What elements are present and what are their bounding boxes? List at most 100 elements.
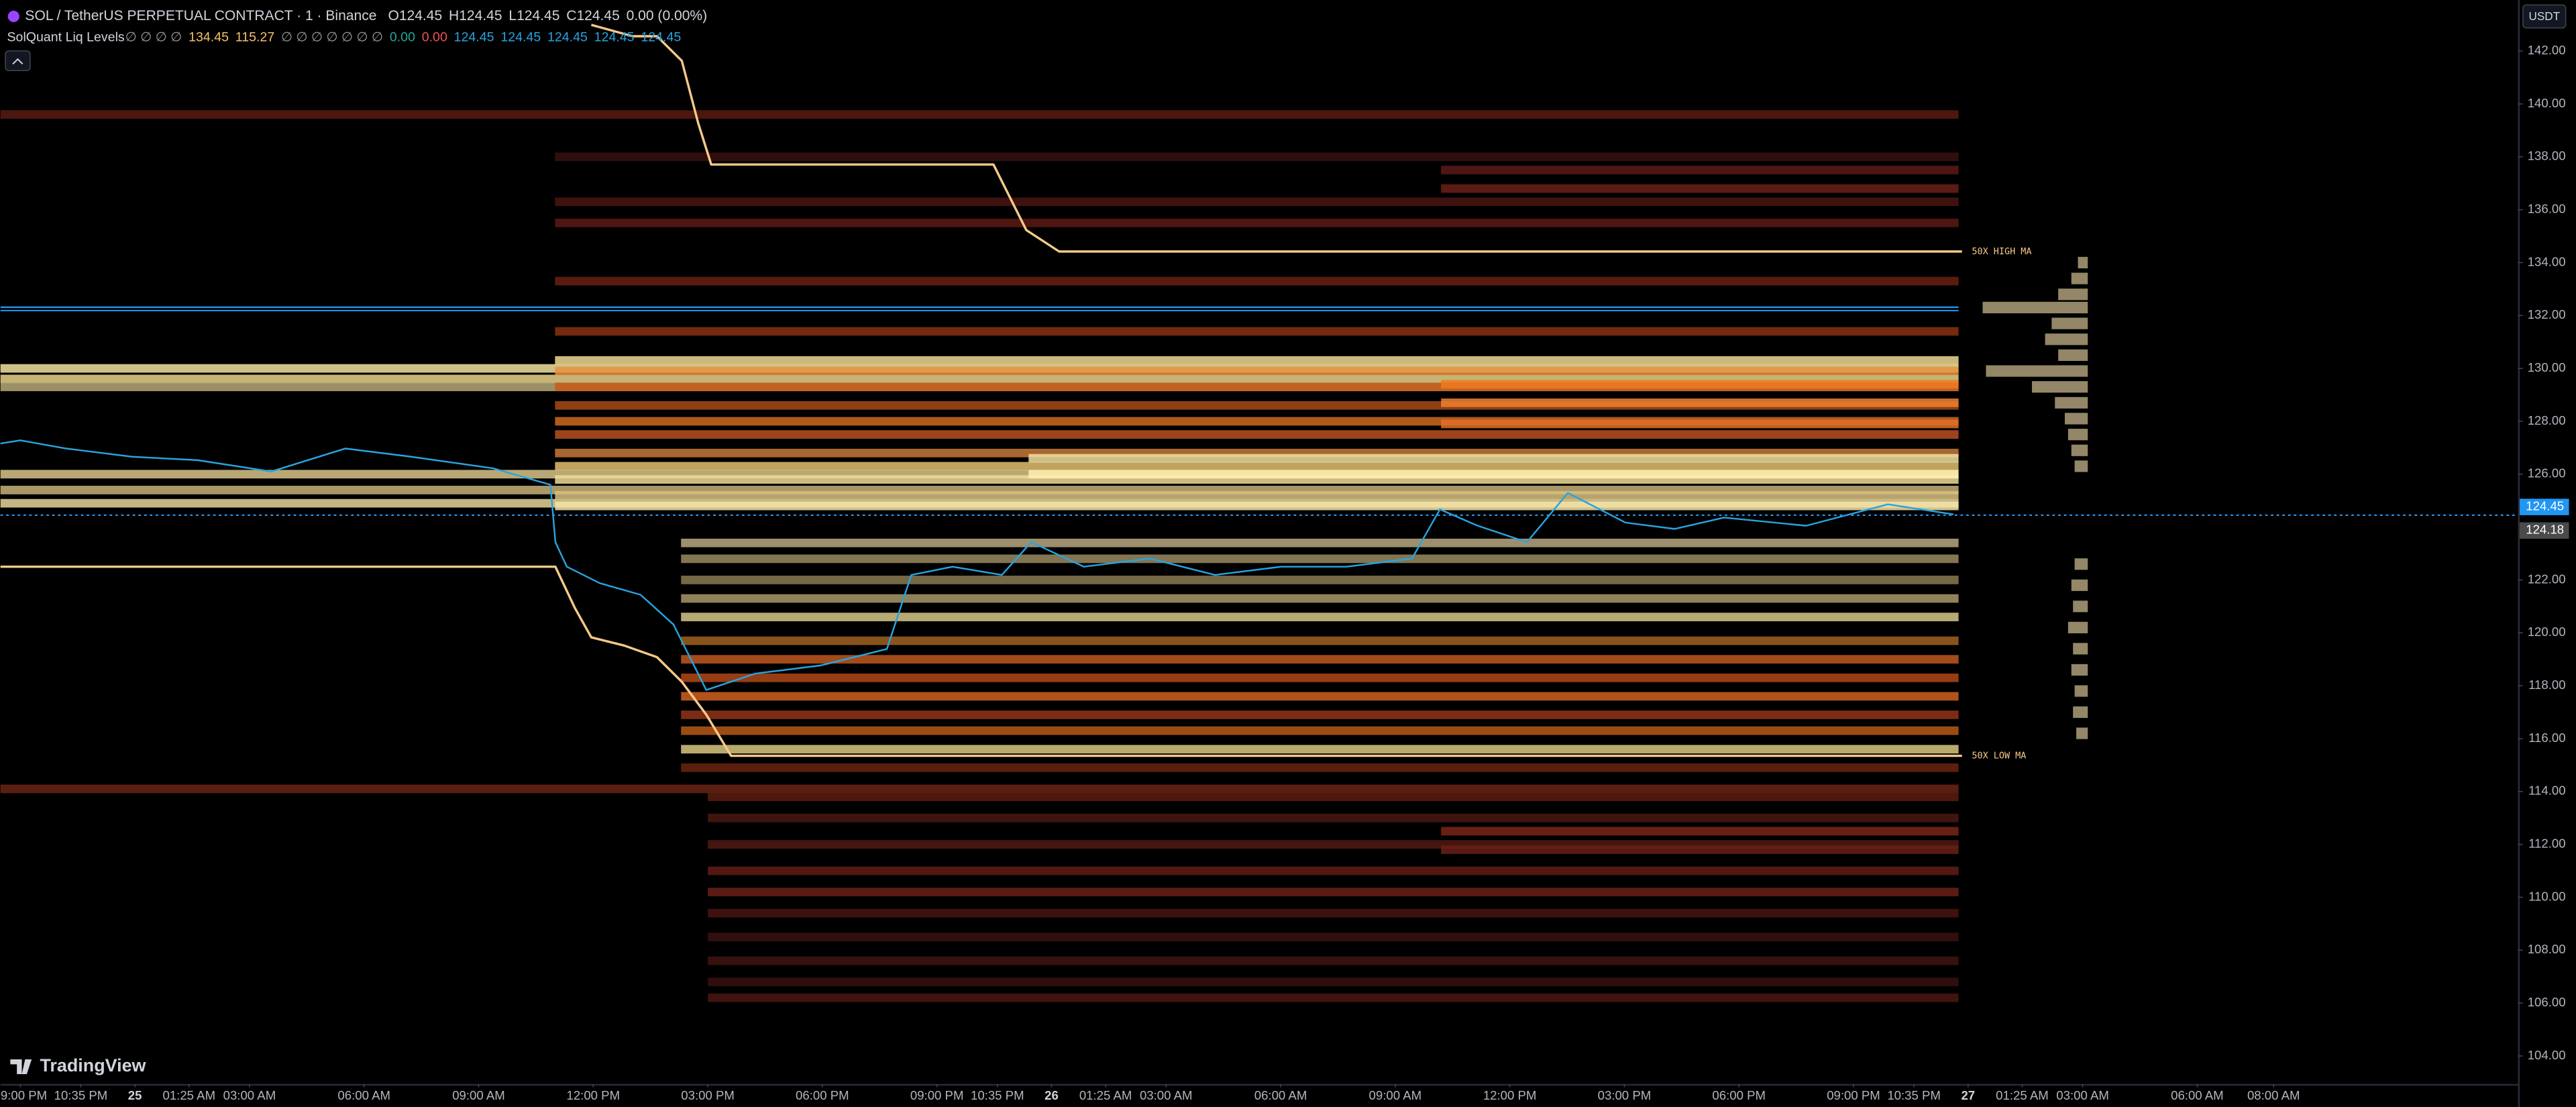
liq-band	[681, 538, 1959, 547]
profile-bar	[2058, 288, 2088, 301]
brand-logo[interactable]: TradingView	[10, 1055, 146, 1075]
profile-bar	[2073, 643, 2088, 655]
x-tick-label: 03:00 AM	[2056, 1088, 2109, 1102]
x-tick-label: 06:00 AM	[2171, 1088, 2224, 1102]
liq-band	[708, 956, 1959, 965]
y-tick-label: 108.00	[2528, 942, 2566, 956]
x-tick-label: 09:00 AM	[1369, 1088, 1422, 1102]
price-line	[0, 439, 1954, 691]
price-tag	[2520, 498, 2569, 515]
liq-band	[681, 673, 1959, 682]
x-tick-label: 26	[1044, 1088, 1059, 1102]
high-ma	[590, 23, 1962, 253]
y-tick-label: 114.00	[2528, 784, 2566, 798]
profile-bar	[2073, 600, 2088, 613]
liq-band	[555, 356, 1959, 365]
x-tick-label: 01:25 AM	[1996, 1088, 2049, 1102]
indicator-value: 124.45	[547, 30, 588, 44]
liq-band	[681, 726, 1959, 735]
y-tick-label: 116.00	[2528, 731, 2566, 745]
x-tick-label: 06:00 AM	[1254, 1088, 1307, 1102]
x-tick-label: 01:25 AM	[162, 1088, 215, 1102]
x-tick-label: 12:00 PM	[1483, 1088, 1537, 1102]
liq-band	[555, 462, 1959, 471]
indicator-value: 124.45	[454, 30, 494, 44]
liq-band	[555, 276, 1959, 286]
profile-bar	[2051, 317, 2088, 329]
x-tick-label: 03:00 PM	[681, 1088, 735, 1102]
ohlc-value: H124.45	[449, 8, 502, 23]
liq-band	[555, 430, 1959, 439]
profile-bar	[2071, 444, 2088, 456]
y-tick-label: 136.00	[2528, 201, 2566, 215]
liq-band	[708, 792, 1959, 802]
collapse-icon	[12, 58, 23, 65]
profile-bar	[2073, 706, 2088, 719]
y-tick-label: 110.00	[2528, 889, 2566, 903]
x-tick-label: 27	[1961, 1088, 1975, 1102]
x-tick-label: 10:35 PM	[971, 1088, 1024, 1102]
x-tick-label: 03:00 AM	[1140, 1088, 1193, 1102]
profile-bar	[2076, 727, 2088, 739]
liq-band	[1441, 380, 1959, 389]
y-tick-label: 134.00	[2528, 254, 2566, 268]
header: SOL / TetherUS PERPETUAL CONTRACT · 1 · …	[5, 8, 707, 72]
indicator-value: 0.00	[390, 30, 415, 44]
symbol-title[interactable]: SOL / TetherUS PERPETUAL CONTRACT · 1 · …	[25, 8, 376, 23]
x-tick-label: 10:35 PM	[54, 1088, 108, 1102]
liq-band	[681, 745, 1959, 754]
liq-band	[1441, 398, 1959, 407]
liq-band	[681, 554, 1959, 564]
profile-bar	[2071, 272, 2088, 284]
profile-bar	[2068, 429, 2088, 441]
price-tag	[2520, 522, 2569, 539]
currency-button[interactable]	[2522, 4, 2567, 29]
liq-band	[1441, 845, 1959, 854]
plot-area: 50X HIGH MA 50X LOW MA	[0, 23, 2518, 1002]
currency-label[interactable]: USDT	[2528, 9, 2560, 23]
profile-bar	[2058, 349, 2088, 361]
liq-band	[1441, 419, 1959, 429]
profile-bar	[2071, 579, 2088, 591]
x-tick-label: 06:00 AM	[337, 1088, 390, 1102]
liq-band	[681, 692, 1959, 701]
liq-band	[708, 933, 1959, 941]
x-tick-label: 25	[128, 1088, 142, 1102]
x-tick-label: 06:00 PM	[796, 1088, 849, 1102]
liq-band	[555, 490, 1959, 500]
y-tick-label: 128.00	[2528, 413, 2566, 427]
brand-name: TradingView	[40, 1055, 146, 1075]
indicator-value: ∅ ∅ ∅ ∅ ∅ ∅ ∅	[281, 30, 383, 44]
indicator-name[interactable]: SolQuant Liq Levels	[7, 30, 125, 44]
liq-band	[555, 218, 1959, 227]
price-tag-label: 124.18	[2526, 523, 2564, 537]
liq-band	[708, 978, 1959, 986]
low-ma	[0, 565, 1962, 757]
symbol-icon	[7, 10, 19, 23]
x-tick-label: 10:35 PM	[1887, 1088, 1941, 1102]
ma-label: 50X HIGH MA	[1972, 247, 2031, 257]
profile-bar	[2078, 256, 2088, 268]
y-tick-label: 104.00	[2528, 1048, 2566, 1062]
liq-band	[0, 110, 1959, 119]
profile-bar	[2031, 381, 2088, 393]
indicator-value: ∅ ∅ ∅ ∅	[125, 30, 182, 44]
profile-bar	[2071, 664, 2088, 676]
collapse-button[interactable]	[5, 50, 31, 72]
profile-bar	[2074, 460, 2088, 472]
x-tick-label: 09:00 PM	[910, 1088, 964, 1102]
profile-bar	[2074, 685, 2088, 697]
y-tick-label: 130.00	[2528, 360, 2566, 374]
y-tick-label: 142.00	[2528, 43, 2566, 57]
liq-band	[555, 366, 1959, 376]
y-tick-label: 120.00	[2528, 625, 2566, 639]
ohlc-value: O124.45	[388, 8, 442, 23]
indicator-values: ∅ ∅ ∅ ∅ 134.45 115.27 ∅ ∅ ∅ ∅ ∅ ∅ ∅ 0.00 0.00…	[125, 30, 682, 44]
x-tick-label: 06:00 PM	[1712, 1088, 1766, 1102]
x-tick-label: 09:00 PM	[1827, 1088, 1880, 1102]
x-tick-label: 03:00 AM	[223, 1088, 276, 1102]
indicator-value: 124.45	[500, 30, 541, 44]
indicator-value: 115.27	[235, 30, 274, 44]
liq-band	[681, 613, 1959, 621]
